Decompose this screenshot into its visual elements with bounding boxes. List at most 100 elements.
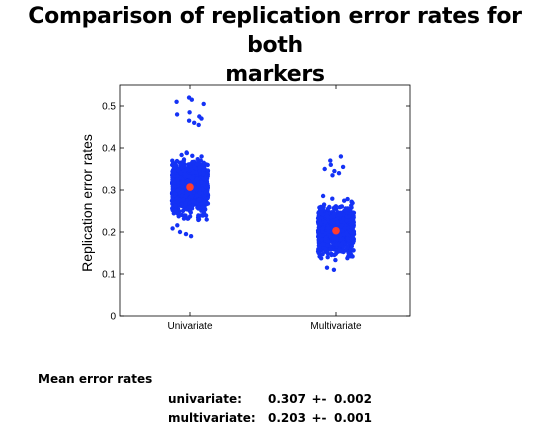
data-point: [173, 207, 178, 213]
x-tick-label: Univariate: [167, 321, 212, 332]
stat-label: multivariate:: [168, 411, 256, 425]
data-point: [342, 226, 348, 231]
mean-marker: [332, 226, 340, 235]
data-point: [340, 164, 346, 170]
data-point: [196, 197, 202, 203]
data-point: [322, 166, 327, 172]
data-point: [330, 196, 335, 201]
stats-row-multivariate: multivariate: 0.203 +- 0.001: [168, 411, 372, 425]
data-point: [189, 175, 195, 180]
data-point: [344, 218, 349, 223]
data-point: [324, 213, 330, 219]
data-point: [170, 158, 175, 163]
data-point: [173, 203, 178, 209]
data-point: [351, 248, 356, 253]
data-point: [192, 165, 197, 170]
data-point: [323, 246, 328, 251]
data-point: [178, 170, 184, 176]
data-point: [349, 224, 354, 230]
data-point: [174, 112, 180, 117]
chart-means: [186, 183, 340, 235]
data-point: [170, 174, 176, 179]
data-point: [332, 205, 337, 210]
data-point: [316, 250, 321, 256]
stats-row-univariate: univariate: 0.307 +- 0.002: [168, 392, 372, 406]
stat-mean: 0.203: [268, 411, 306, 425]
data-point: [330, 173, 335, 178]
data-point: [336, 171, 342, 176]
data-point: [200, 171, 206, 177]
data-point: [197, 165, 202, 170]
data-point: [187, 214, 193, 219]
data-point: [345, 236, 350, 241]
data-point: [317, 205, 322, 210]
data-point: [203, 176, 208, 181]
stat-plus-minus: +-: [311, 411, 327, 425]
data-point: [200, 162, 205, 168]
data-point: [183, 201, 188, 207]
data-point: [338, 204, 344, 209]
data-point: [172, 169, 177, 174]
chart-title-line-1: Comparison of replication error rates fo…: [28, 4, 522, 58]
data-point: [350, 230, 356, 235]
data-point: [316, 243, 322, 248]
data-point: [179, 193, 184, 199]
data-point: [188, 210, 193, 215]
data-point: [191, 199, 197, 204]
data-point: [200, 187, 206, 192]
data-point: [182, 163, 187, 169]
data-point: [349, 244, 354, 249]
data-point: [346, 249, 351, 255]
data-point: [325, 225, 330, 230]
data-point: [202, 199, 207, 204]
data-point: [194, 176, 200, 181]
x-tick-label: Multivariate: [310, 321, 362, 332]
data-point: [199, 116, 204, 121]
data-point: [174, 196, 179, 201]
data-point: [194, 162, 200, 167]
data-point: [189, 194, 195, 199]
data-point: [190, 153, 195, 158]
data-point: [197, 190, 202, 196]
data-point: [204, 217, 209, 222]
data-point: [203, 213, 209, 218]
data-point: [350, 254, 355, 259]
data-point: [335, 220, 340, 226]
chart-title-line-2: markers: [225, 62, 325, 87]
stat-error: 0.002: [334, 392, 372, 406]
data-point: [337, 247, 342, 253]
data-point: [346, 254, 351, 259]
data-point: [315, 228, 321, 233]
data-point: [349, 199, 354, 204]
data-point: [339, 223, 345, 228]
data-point: [345, 196, 350, 202]
stats-heading: Mean error rates: [38, 372, 153, 386]
data-point: [179, 152, 184, 158]
y-tick-label: 0.1: [102, 270, 116, 281]
data-point: [320, 193, 326, 199]
data-point: [191, 159, 197, 164]
chart-title: Comparison of replication error rates fo…: [0, 2, 550, 89]
data-point: [333, 257, 338, 263]
data-point: [319, 210, 324, 216]
data-point: [196, 217, 202, 222]
stat-mean: 0.307: [268, 392, 306, 406]
data-point: [346, 214, 352, 219]
data-point: [170, 226, 175, 231]
data-point: [337, 237, 343, 242]
data-point: [351, 216, 356, 221]
data-point: [176, 167, 181, 173]
y-tick-label: 0.4: [102, 144, 116, 155]
y-axis-label: Replication error rates: [79, 134, 95, 272]
data-point: [341, 232, 346, 237]
data-point: [203, 190, 208, 195]
data-point: [184, 150, 189, 155]
data-point: [331, 235, 336, 241]
data-point: [323, 236, 328, 241]
data-point: [325, 243, 330, 248]
data-point: [192, 120, 197, 126]
data-point: [329, 251, 334, 257]
data-point: [325, 255, 330, 260]
stat-label: univariate:: [168, 392, 242, 406]
data-point: [338, 212, 343, 218]
